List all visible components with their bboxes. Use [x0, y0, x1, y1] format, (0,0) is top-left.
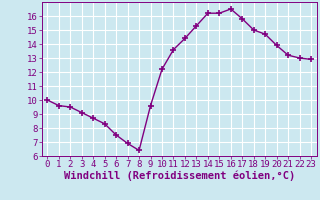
X-axis label: Windchill (Refroidissement éolien,°C): Windchill (Refroidissement éolien,°C): [64, 171, 295, 181]
